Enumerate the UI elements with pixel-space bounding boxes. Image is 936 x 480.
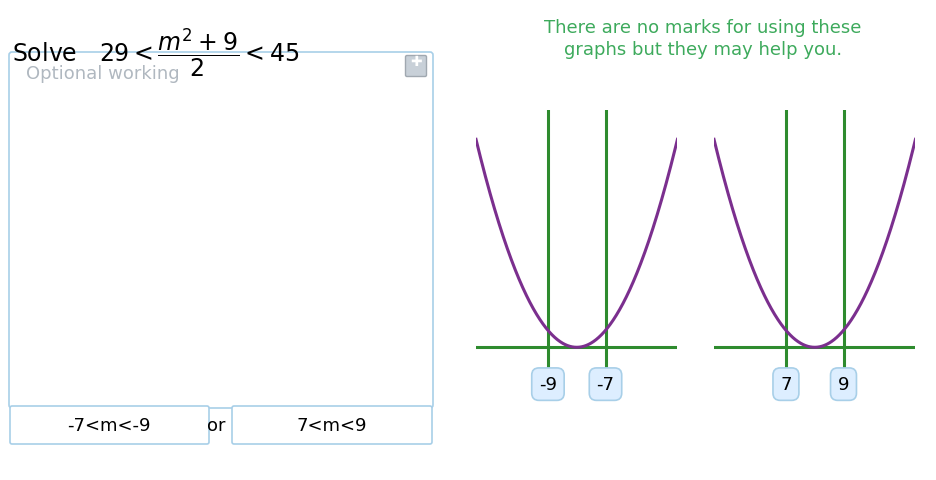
Text: Solve   $29 < \dfrac{m^2 + 9}{2} < 45$: Solve $29 < \dfrac{m^2 + 9}{2} < 45$ [12, 26, 299, 78]
Text: 7: 7 [780, 375, 791, 393]
Text: ✚: ✚ [410, 55, 421, 69]
Text: -7: -7 [596, 375, 614, 393]
Text: 9: 9 [837, 375, 848, 393]
Text: There are no marks for using these: There are no marks for using these [544, 19, 861, 37]
FancyBboxPatch shape [232, 406, 431, 444]
FancyBboxPatch shape [9, 53, 432, 408]
Text: or: or [207, 416, 225, 434]
Text: -9: -9 [538, 375, 556, 393]
Text: Optional working: Optional working [26, 65, 180, 83]
FancyBboxPatch shape [10, 406, 209, 444]
Text: 7<m<9: 7<m<9 [297, 416, 367, 434]
Text: graphs but they may help you.: graphs but they may help you. [563, 41, 841, 59]
FancyBboxPatch shape [405, 56, 426, 77]
Text: -7<m<-9: -7<m<-9 [67, 416, 151, 434]
